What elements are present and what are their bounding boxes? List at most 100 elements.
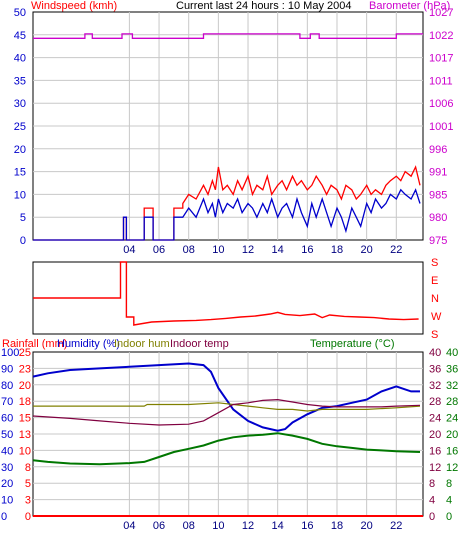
indoor-temp-tick: 8 [429, 478, 435, 490]
temperature-tick-labels-outer: 0 4 8 12 16 20 24 28 32 36 40 [446, 347, 458, 523]
barometer-tick: 991 [429, 167, 447, 179]
windspeed-tick: 15 [14, 167, 26, 179]
barometer-tick: 975 [429, 235, 447, 247]
windspeed-axis-label: Windspeed (kmh) [31, 0, 117, 12]
indoor-temp-line [32, 398, 421, 426]
rainfall-tick: 23 [19, 363, 31, 375]
temperature-tick: 28 [446, 396, 458, 408]
rainfall-tick: 0 [25, 511, 31, 523]
temperature-tick: 8 [446, 478, 452, 490]
windspeed-tick-labels: 0 5 10 15 20 25 30 35 40 45 50 [14, 7, 26, 247]
windspeed-tick: 5 [20, 212, 26, 224]
legend-indoor-temp: Indoor temp [170, 338, 229, 350]
hour-tick: 16 [301, 244, 313, 256]
temperature-line [32, 432, 421, 466]
barometer-tick-labels: 975 980 985 991 996 1001 1006 1011 1017 1022 1027 [429, 7, 453, 247]
windspeed-tick: 0 [20, 235, 26, 247]
barometer-tick: 1006 [429, 98, 453, 110]
barometer-tick: 980 [429, 212, 447, 224]
temperature-tick: 40 [446, 347, 458, 359]
hour-tick: 18 [331, 520, 343, 532]
indoor-hum-line [33, 402, 421, 412]
humidity-tick: 80 [1, 380, 13, 392]
rainfall-tick: 25 [19, 347, 31, 359]
temperature-tick: 0 [446, 511, 452, 523]
rainfall-tick: 18 [19, 396, 31, 408]
hour-tick: 12 [242, 244, 254, 256]
humidity-tick: 20 [1, 478, 13, 490]
indoor-temp-tick: 28 [429, 396, 441, 408]
windspeed-tick: 50 [14, 7, 26, 19]
hour-tick: 06 [153, 520, 165, 532]
compass-label: S [431, 257, 438, 269]
windspeed-tick: 40 [14, 53, 26, 65]
hour-tick: 20 [361, 520, 373, 532]
humidity-tick: 40 [1, 445, 13, 457]
temperature-tick: 16 [446, 445, 458, 457]
hour-tick: 20 [361, 244, 373, 256]
barometer-tick: 996 [429, 144, 447, 156]
hour-tick: 22 [390, 520, 402, 532]
humidity-tick: 0 [1, 511, 7, 523]
temp-panel-x-tick-labels: 04 06 08 10 12 14 16 18 20 22 [123, 520, 402, 532]
humidity-tick: 100 [1, 347, 19, 359]
temperature-tick: 4 [446, 495, 452, 507]
compass-label: W [431, 311, 442, 323]
rainfall-tick: 8 [25, 462, 31, 474]
compass-label: N [431, 293, 439, 305]
temperature-tick: 36 [446, 363, 458, 375]
legend-humidity: Humidity (%) [57, 338, 120, 350]
barometer-tick: 985 [429, 189, 447, 201]
humidity-line [32, 362, 420, 432]
rainfall-tick: 10 [19, 445, 31, 457]
humidity-tick-labels: 0 10 20 30 40 50 60 70 80 90 100 [1, 347, 19, 523]
windspeed-tick: 35 [14, 75, 26, 87]
indoor-temp-tick: 12 [429, 462, 441, 474]
barometer-axis-label: Barometer (hPa) [369, 0, 450, 12]
windspeed-tick: 30 [14, 98, 26, 110]
indoor-temp-tick: 20 [429, 429, 441, 441]
temperature-tick: 12 [446, 462, 458, 474]
barometer-tick: 1017 [429, 53, 453, 65]
hour-tick: 08 [183, 520, 195, 532]
hour-tick: 14 [272, 520, 284, 532]
legend-rainfall: Rainfall (mm) [2, 338, 67, 350]
barometer-tick: 1022 [429, 30, 453, 42]
legend-temperature: Temperature (°C) [310, 338, 394, 350]
barometer-tick: 1011 [429, 75, 453, 87]
compass-label: E [431, 275, 438, 287]
humidity-tick: 90 [1, 363, 13, 375]
humidity-tick: 60 [1, 413, 13, 425]
wind-panel-grid [33, 12, 423, 240]
rainfall-tick: 15 [19, 413, 31, 425]
compass-label: S [431, 329, 438, 341]
hour-tick: 04 [123, 520, 135, 532]
wind-panel-x-tick-labels: 04 06 08 10 12 14 16 18 20 22 [123, 244, 402, 256]
barometer-tick: 1027 [429, 7, 453, 19]
indoor-temp-tick: 40 [429, 347, 441, 359]
hour-tick: 12 [242, 520, 254, 532]
indoor-temp-tick: 0 [429, 511, 435, 523]
humidity-tick: 70 [1, 396, 13, 408]
hour-tick: 16 [301, 520, 313, 532]
rainfall-tick: 20 [19, 380, 31, 392]
temperature-tick: 20 [446, 429, 458, 441]
indoor-temp-tick: 16 [429, 445, 441, 457]
hour-tick: 14 [272, 244, 284, 256]
hour-tick: 18 [331, 244, 343, 256]
barometer-line [33, 33, 423, 39]
wind-direction-line [33, 261, 419, 326]
wind-panel-series [33, 33, 423, 241]
hour-tick: 04 [123, 244, 135, 256]
hour-tick: 06 [153, 244, 165, 256]
direction-panel-series [33, 261, 419, 326]
legend-indoor-hum: Indoor hum [114, 338, 170, 350]
humidity-tick: 30 [1, 462, 13, 474]
temperature-tick-labels-inner: 0 4 8 12 16 20 24 28 32 36 40 [429, 347, 441, 523]
indoor-temp-tick: 36 [429, 363, 441, 375]
hour-tick: 10 [212, 520, 224, 532]
rainfall-tick: 5 [25, 478, 31, 490]
rainfall-tick-labels: 0 3 5 8 10 13 15 18 20 23 25 [19, 347, 31, 523]
